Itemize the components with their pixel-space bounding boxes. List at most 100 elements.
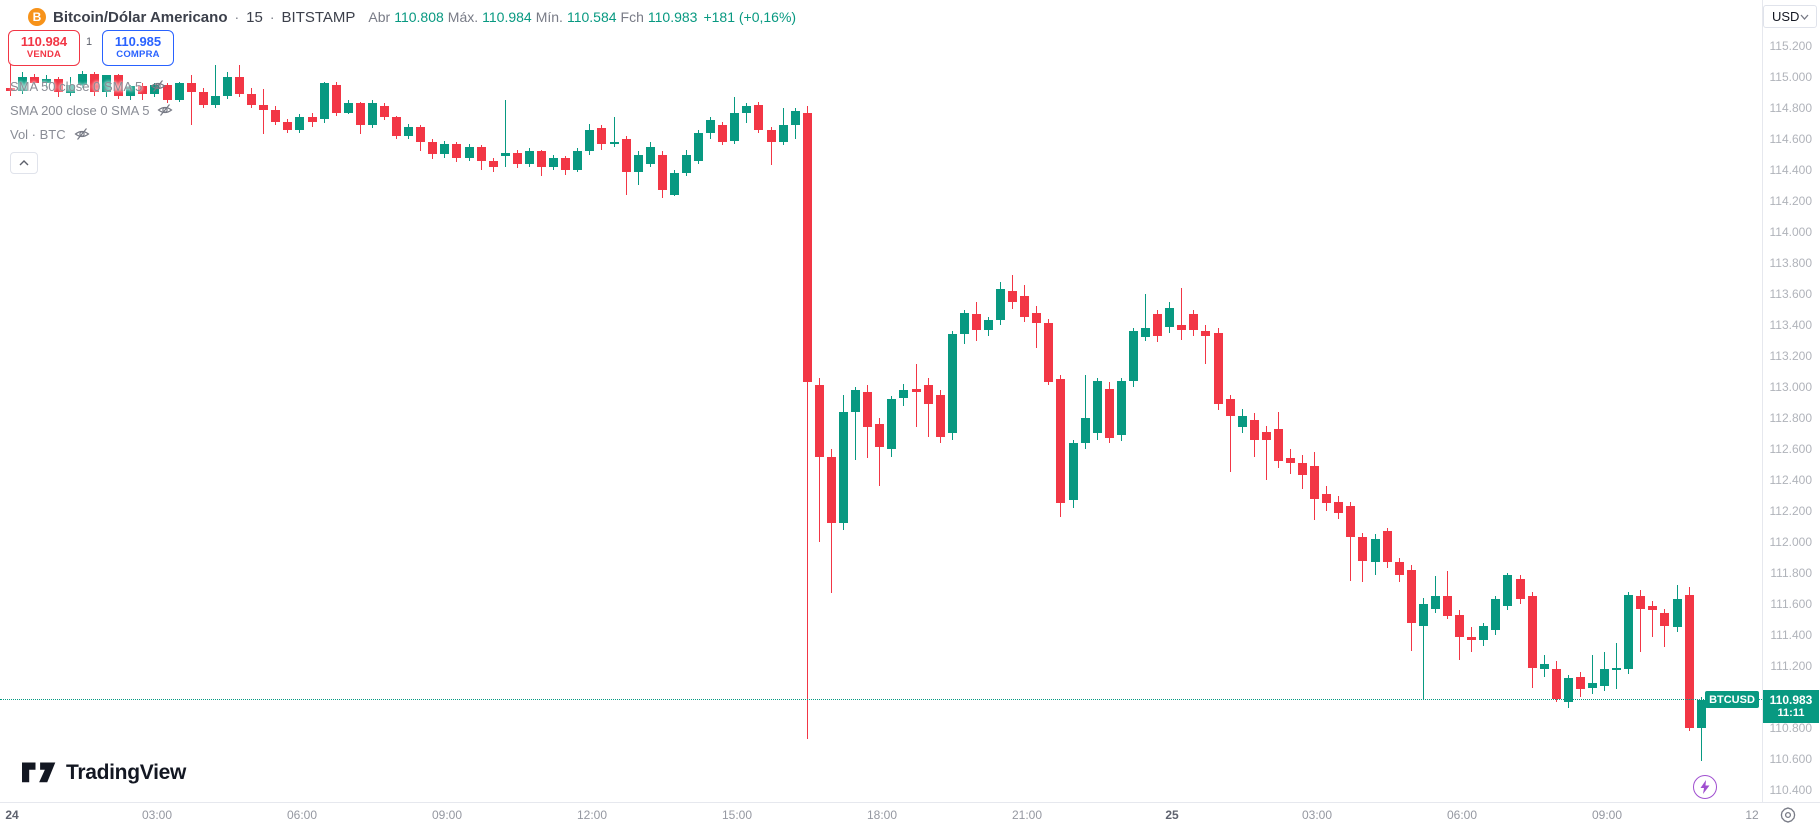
candle-body (1370, 538, 1380, 563)
indicator-label[interactable]: Vol · BTC (10, 126, 66, 142)
candle-body (754, 104, 764, 130)
interval-label[interactable]: 15 (246, 8, 263, 26)
gear-icon[interactable] (1779, 806, 1797, 824)
candlestick-chart[interactable] (0, 0, 1762, 802)
candle-wick (806, 106, 808, 739)
price-axis[interactable]: USD 115.200 115.000 114.800 114.600 114.400 1… (1763, 0, 1820, 802)
candle-wick (818, 377, 820, 542)
time-axis-label: 21:00 (1011, 808, 1043, 822)
close-label: Fch (620, 9, 644, 25)
candle-body (126, 86, 136, 96)
candle-body (186, 83, 196, 92)
candle-body (1406, 569, 1416, 623)
candle-wick (263, 89, 265, 135)
price-axis-label: 112.000 (1769, 535, 1813, 549)
time-axis-label: 03:00 (141, 808, 173, 822)
eye-slash-icon[interactable] (74, 126, 90, 142)
price-axis-label: 113.000 (1769, 380, 1813, 394)
candle-body (597, 128, 607, 144)
candle-body (1080, 418, 1090, 443)
ohlc-readout: Abr 110.808 Máx. 110.984 Mín. 110.584 Fc… (368, 9, 796, 25)
price-axis-label: 111.800 (1770, 566, 1812, 580)
candle-body (1624, 594, 1634, 670)
candle-body (1128, 331, 1138, 381)
candle-body (1648, 605, 1658, 611)
candle-body (210, 95, 220, 105)
price-axis-label: 112.400 (1769, 473, 1813, 487)
buy-price: 110.985 (114, 34, 162, 50)
time-axis-label: 06:00 (286, 808, 318, 822)
bitcoin-icon: B (28, 8, 46, 26)
candle-body (1491, 599, 1501, 631)
candle-body (935, 394, 945, 437)
candle-wick (1447, 571, 1449, 620)
time-axis-label: 24 (5, 808, 19, 822)
candle-body (694, 132, 704, 161)
low-label: Mín. (535, 9, 563, 25)
eye-slash-icon[interactable] (150, 78, 166, 94)
candle-body (1684, 594, 1694, 728)
time-axis-label: 25 (1165, 808, 1179, 822)
price-axis-label: 114.800 (1769, 101, 1813, 115)
candle-body (416, 126, 426, 143)
candle-body (1539, 664, 1549, 670)
candle-body (1273, 428, 1283, 462)
candle-body (1358, 537, 1368, 561)
candle-wick (770, 126, 772, 166)
price-axis-label: 112.200 (1769, 504, 1813, 518)
buy-button[interactable]: 110.985 COMPRA (102, 30, 174, 66)
sell-button[interactable]: 110.984 VENDA (8, 30, 80, 66)
candle-body (17, 77, 27, 91)
lightning-icon[interactable] (1693, 775, 1717, 799)
candle-body (247, 94, 257, 105)
candle-body (1527, 596, 1537, 668)
candle-wick (915, 363, 917, 428)
candle-body (1551, 669, 1561, 699)
currency-selector[interactable]: USD (1763, 5, 1817, 28)
chart-header: B Bitcoin/Dólar Americano · 15 · BITSTAM… (28, 7, 796, 27)
time-axis[interactable]: 24 03:00 06:00 09:00 12:00 15:00 18:00 21:00 25 0… (0, 803, 1820, 828)
price-axis-label: 114.400 (1769, 163, 1813, 177)
high-value: 110.984 (482, 9, 532, 25)
price-axis-label: 115.200 (1769, 39, 1813, 53)
price-axis-label: 110.800 (1769, 721, 1813, 735)
candle-body (307, 117, 317, 122)
candle-wick (879, 418, 881, 487)
tradingview-mark-icon (22, 762, 56, 782)
candle-body (1587, 683, 1597, 688)
candle-body (875, 424, 885, 448)
candle-body (1575, 676, 1585, 690)
separator: · (269, 9, 275, 25)
candle-body (863, 391, 873, 428)
candle-body (41, 78, 51, 84)
candle-body (633, 154, 643, 172)
indicator-label[interactable]: SMA 200 close 0 SMA 5 (10, 102, 150, 118)
candle-body (1503, 574, 1513, 606)
currency-label: USD (1772, 9, 1800, 24)
candle-body (1672, 599, 1682, 628)
candle-body (295, 117, 305, 130)
candle-body (609, 142, 619, 145)
tradingview-logo[interactable]: TradingView (22, 761, 186, 785)
time-axis-label: 12 (1745, 808, 1759, 822)
legend-collapse-button[interactable] (10, 152, 38, 174)
candle-body (1116, 380, 1126, 436)
candle-body (1310, 466, 1320, 499)
candle-body (657, 154, 667, 191)
candle-wick (1350, 501, 1352, 581)
candle-body (524, 151, 534, 164)
indicator-label[interactable]: SMA 50 close 0 SMA 5 (10, 78, 143, 94)
candle-body (1334, 501, 1344, 513)
candle-body (730, 112, 740, 141)
candle-body (1455, 614, 1465, 637)
candle-body (1660, 613, 1670, 626)
candle-wick (1664, 608, 1666, 648)
candle-body (621, 139, 631, 172)
candle-body (706, 120, 716, 133)
time-axis-label: 09:00 (431, 808, 463, 822)
last-price-value: 110.983 (1769, 692, 1813, 707)
time-axis-label: 06:00 (1446, 808, 1478, 822)
symbol-name[interactable]: Bitcoin/Dólar Americano (53, 8, 228, 26)
candle-body (464, 146, 474, 158)
eye-slash-icon[interactable] (157, 102, 173, 118)
